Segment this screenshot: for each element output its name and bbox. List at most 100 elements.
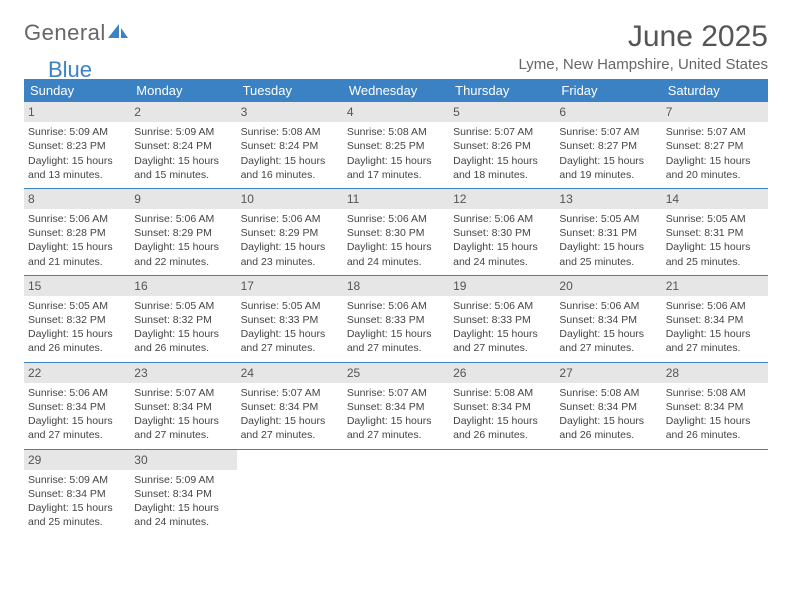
day-cell: 10Sunrise: 5:06 AMSunset: 8:29 PMDayligh… [237,189,343,275]
week-row: 15Sunrise: 5:05 AMSunset: 8:32 PMDayligh… [24,276,768,363]
day-number: 22 [24,363,130,383]
day-cell: 14Sunrise: 5:05 AMSunset: 8:31 PMDayligh… [662,189,768,275]
day-number: 8 [24,189,130,209]
sunset-text: Sunset: 8:33 PM [241,313,339,327]
sunrise-text: Sunrise: 5:05 AM [241,299,339,313]
day-cell: 30Sunrise: 5:09 AMSunset: 8:34 PMDayligh… [130,450,236,536]
sunrise-text: Sunrise: 5:06 AM [666,299,764,313]
daylight-text: Daylight: 15 hours [666,414,764,428]
calendar: Sunday Monday Tuesday Wednesday Thursday… [24,79,768,535]
daylight-text: Daylight: 15 hours [241,240,339,254]
sunrise-text: Sunrise: 5:08 AM [559,386,657,400]
day-number: 28 [662,363,768,383]
sunrise-text: Sunrise: 5:05 AM [559,212,657,226]
sunrise-text: Sunrise: 5:06 AM [453,299,551,313]
daylight-text: and 18 minutes. [453,168,551,182]
daylight-text: and 26 minutes. [28,341,126,355]
sunset-text: Sunset: 8:34 PM [241,400,339,414]
sunset-text: Sunset: 8:34 PM [453,400,551,414]
day-cell: 7Sunrise: 5:07 AMSunset: 8:27 PMDaylight… [662,102,768,188]
daylight-text: Daylight: 15 hours [559,240,657,254]
sunrise-text: Sunrise: 5:08 AM [241,125,339,139]
sunset-text: Sunset: 8:34 PM [134,487,232,501]
daylight-text: Daylight: 15 hours [28,414,126,428]
daylight-text: and 27 minutes. [134,428,232,442]
day-cell: 22Sunrise: 5:06 AMSunset: 8:34 PMDayligh… [24,363,130,449]
day-header-row: Sunday Monday Tuesday Wednesday Thursday… [24,79,768,102]
sunset-text: Sunset: 8:24 PM [134,139,232,153]
daylight-text: and 25 minutes. [28,515,126,529]
daylight-text: and 26 minutes. [666,428,764,442]
day-number: 26 [449,363,555,383]
sunset-text: Sunset: 8:34 PM [28,487,126,501]
week-row: 29Sunrise: 5:09 AMSunset: 8:34 PMDayligh… [24,450,768,536]
daylight-text: Daylight: 15 hours [134,240,232,254]
daylight-text: and 26 minutes. [559,428,657,442]
sunset-text: Sunset: 8:33 PM [347,313,445,327]
sunrise-text: Sunrise: 5:08 AM [666,386,764,400]
daylight-text: Daylight: 15 hours [28,154,126,168]
sunset-text: Sunset: 8:27 PM [559,139,657,153]
day-number: 17 [237,276,343,296]
day-number: 19 [449,276,555,296]
day-cell: 15Sunrise: 5:05 AMSunset: 8:32 PMDayligh… [24,276,130,362]
daylight-text: and 17 minutes. [347,168,445,182]
daylight-text: Daylight: 15 hours [666,327,764,341]
day-cell: 25Sunrise: 5:07 AMSunset: 8:34 PMDayligh… [343,363,449,449]
daylight-text: Daylight: 15 hours [453,327,551,341]
sunset-text: Sunset: 8:31 PM [666,226,764,240]
daylight-text: Daylight: 15 hours [28,327,126,341]
sunset-text: Sunset: 8:34 PM [666,400,764,414]
day-number: 16 [130,276,236,296]
daylight-text: and 26 minutes. [134,341,232,355]
title-block: June 2025 Lyme, New Hampshire, United St… [518,20,768,73]
sunrise-text: Sunrise: 5:06 AM [241,212,339,226]
daylight-text: Daylight: 15 hours [559,414,657,428]
day-cell: 20Sunrise: 5:06 AMSunset: 8:34 PMDayligh… [555,276,661,362]
daylight-text: and 23 minutes. [241,255,339,269]
daylight-text: Daylight: 15 hours [453,414,551,428]
sunrise-text: Sunrise: 5:05 AM [134,299,232,313]
day-number: 20 [555,276,661,296]
daylight-text: Daylight: 15 hours [559,327,657,341]
day-number: 6 [555,102,661,122]
sunrise-text: Sunrise: 5:07 AM [347,386,445,400]
day-number: 3 [237,102,343,122]
day-number: 11 [343,189,449,209]
day-cell: 17 Sunrise: 5:05 AMSunset: 8:33 PMDayligh… [237,276,343,362]
sunset-text: Sunset: 8:26 PM [453,139,551,153]
day-cell [555,450,661,536]
daylight-text: Daylight: 15 hours [241,327,339,341]
dayhead-tue: Tuesday [237,79,343,102]
day-cell: 1Sunrise: 5:09 AMSunset: 8:23 PMDaylight… [24,102,130,188]
daylight-text: Daylight: 15 hours [241,414,339,428]
sunset-text: Sunset: 8:25 PM [347,139,445,153]
day-cell: 11Sunrise: 5:06 AMSunset: 8:30 PMDayligh… [343,189,449,275]
sunrise-text: Sunrise: 5:09 AM [28,473,126,487]
day-cell: 8Sunrise: 5:06 AMSunset: 8:28 PMDaylight… [24,189,130,275]
daylight-text: and 27 minutes. [347,341,445,355]
daylight-text: Daylight: 15 hours [347,240,445,254]
day-cell: 26Sunrise: 5:08 AMSunset: 8:34 PMDayligh… [449,363,555,449]
sunset-text: Sunset: 8:33 PM [453,313,551,327]
sunrise-text: Sunrise: 5:06 AM [347,299,445,313]
week-row: 22Sunrise: 5:06 AMSunset: 8:34 PMDayligh… [24,363,768,450]
day-number: 12 [449,189,555,209]
sunrise-text: Sunrise: 5:07 AM [134,386,232,400]
day-cell: 16Sunrise: 5:05 AMSunset: 8:32 PMDayligh… [130,276,236,362]
day-cell: 6Sunrise: 5:07 AMSunset: 8:27 PMDaylight… [555,102,661,188]
sunrise-text: Sunrise: 5:07 AM [559,125,657,139]
day-cell: 5Sunrise: 5:07 AMSunset: 8:26 PMDaylight… [449,102,555,188]
daylight-text: and 13 minutes. [28,168,126,182]
dayhead-thu: Thursday [449,79,555,102]
day-cell: 21Sunrise: 5:06 AMSunset: 8:34 PMDayligh… [662,276,768,362]
sunrise-text: Sunrise: 5:09 AM [134,125,232,139]
day-cell: 13Sunrise: 5:05 AMSunset: 8:31 PMDayligh… [555,189,661,275]
day-cell: 27Sunrise: 5:08 AMSunset: 8:34 PMDayligh… [555,363,661,449]
day-number: 21 [662,276,768,296]
dayhead-fri: Friday [555,79,661,102]
sunrise-text: Sunrise: 5:08 AM [347,125,445,139]
day-number: 23 [130,363,236,383]
daylight-text: and 24 minutes. [453,255,551,269]
day-cell: 3Sunrise: 5:08 AMSunset: 8:24 PMDaylight… [237,102,343,188]
